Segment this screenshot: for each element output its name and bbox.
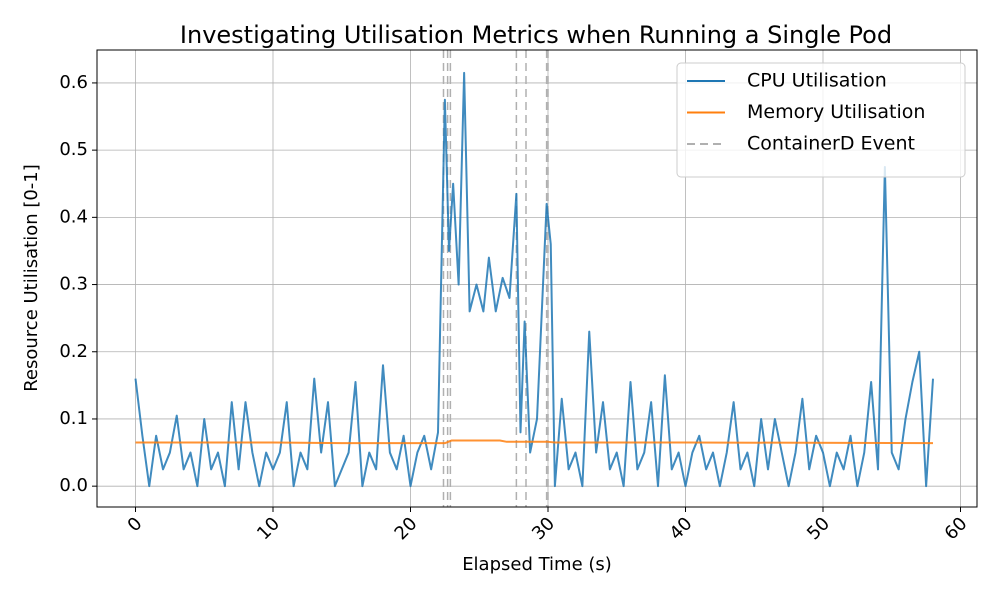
y-tick-label: 0.5 — [59, 139, 88, 160]
y-tick-label: 0.2 — [59, 341, 88, 362]
legend-label: Memory Utilisation — [747, 101, 925, 123]
data-line — [135, 439, 934, 445]
x-tick-label: 60 — [941, 513, 972, 544]
y-tick-label: 0.0 — [59, 475, 88, 496]
y-tick-label: 0.3 — [59, 274, 88, 295]
x-tick-label: 20 — [391, 513, 422, 544]
x-tick-label: 50 — [803, 513, 834, 544]
x-axis-label: Elapsed Time (s) — [462, 554, 612, 575]
y-axis-label: Resource Utilisation [0-1] — [21, 164, 42, 392]
x-tick-label: 0 — [124, 513, 147, 536]
x-tick-label: 10 — [253, 513, 284, 544]
y-tick-label: 0.4 — [59, 206, 88, 227]
legend-box — [676, 62, 966, 178]
legend-label: CPU Utilisation — [747, 70, 887, 92]
x-tick-label: 30 — [528, 513, 559, 544]
y-tick-label: 0.1 — [59, 408, 88, 429]
y-tick-label: 0.6 — [59, 72, 88, 93]
chart-title: Investigating Utilisation Metrics when R… — [180, 21, 892, 49]
plot-frame — [96, 49, 978, 508]
legend-label: ContainerD Event — [747, 133, 915, 155]
x-tick-label: 40 — [666, 513, 697, 544]
